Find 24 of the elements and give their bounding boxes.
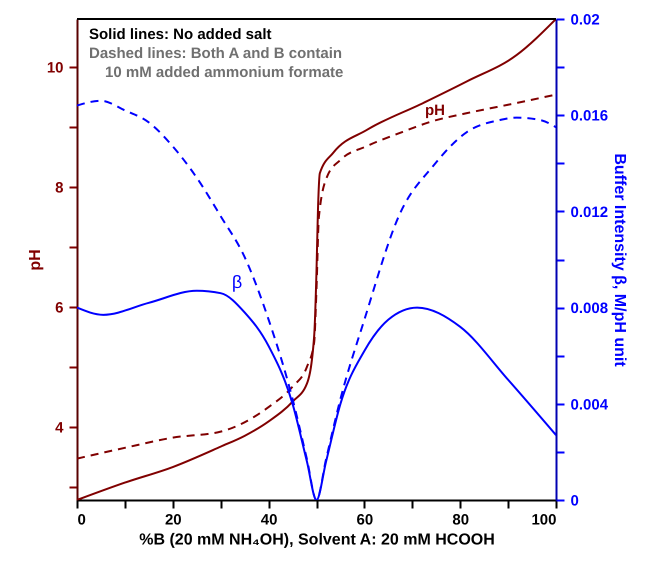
x-tick-label: 100 (531, 512, 556, 528)
y2-axis-title: Buffer Intensity β, M/pH unit (611, 153, 628, 368)
annotation: pH (425, 102, 445, 119)
y-tick-label: 10 (46, 59, 64, 76)
x-tick-label: 40 (260, 512, 278, 528)
y-axis-title: pH (26, 249, 44, 271)
y-tick-label: 8 (55, 179, 64, 196)
y2-tick-label: 0.012 (570, 204, 608, 221)
annotation: β (232, 272, 242, 292)
y2-tick-label: 0.008 (570, 300, 608, 318)
y2-tick-label: 0 (570, 492, 579, 510)
y2-tick-label: 0.016 (570, 108, 608, 125)
annotation: Dashed lines: Both A and B contain (89, 45, 342, 62)
y2-tick-label: 0.004 (570, 396, 609, 414)
x-tick-label: 80 (452, 512, 470, 528)
y-tick-label: 6 (55, 299, 64, 316)
annotation: 10 mM added ammonium formate (105, 64, 344, 81)
y2-tick-label: 0.02 (570, 12, 600, 28)
x-tick-label: 20 (164, 512, 182, 528)
annotation: Solid lines: No added salt (89, 26, 272, 43)
x-tick-label: 60 (356, 512, 374, 528)
x-axis-title: %B (20 mM NH₄OH), Solvent A: 20 mM HCOOH (139, 532, 495, 548)
y-tick-label: 4 (55, 419, 64, 436)
x-tick-label: 0 (78, 512, 86, 528)
